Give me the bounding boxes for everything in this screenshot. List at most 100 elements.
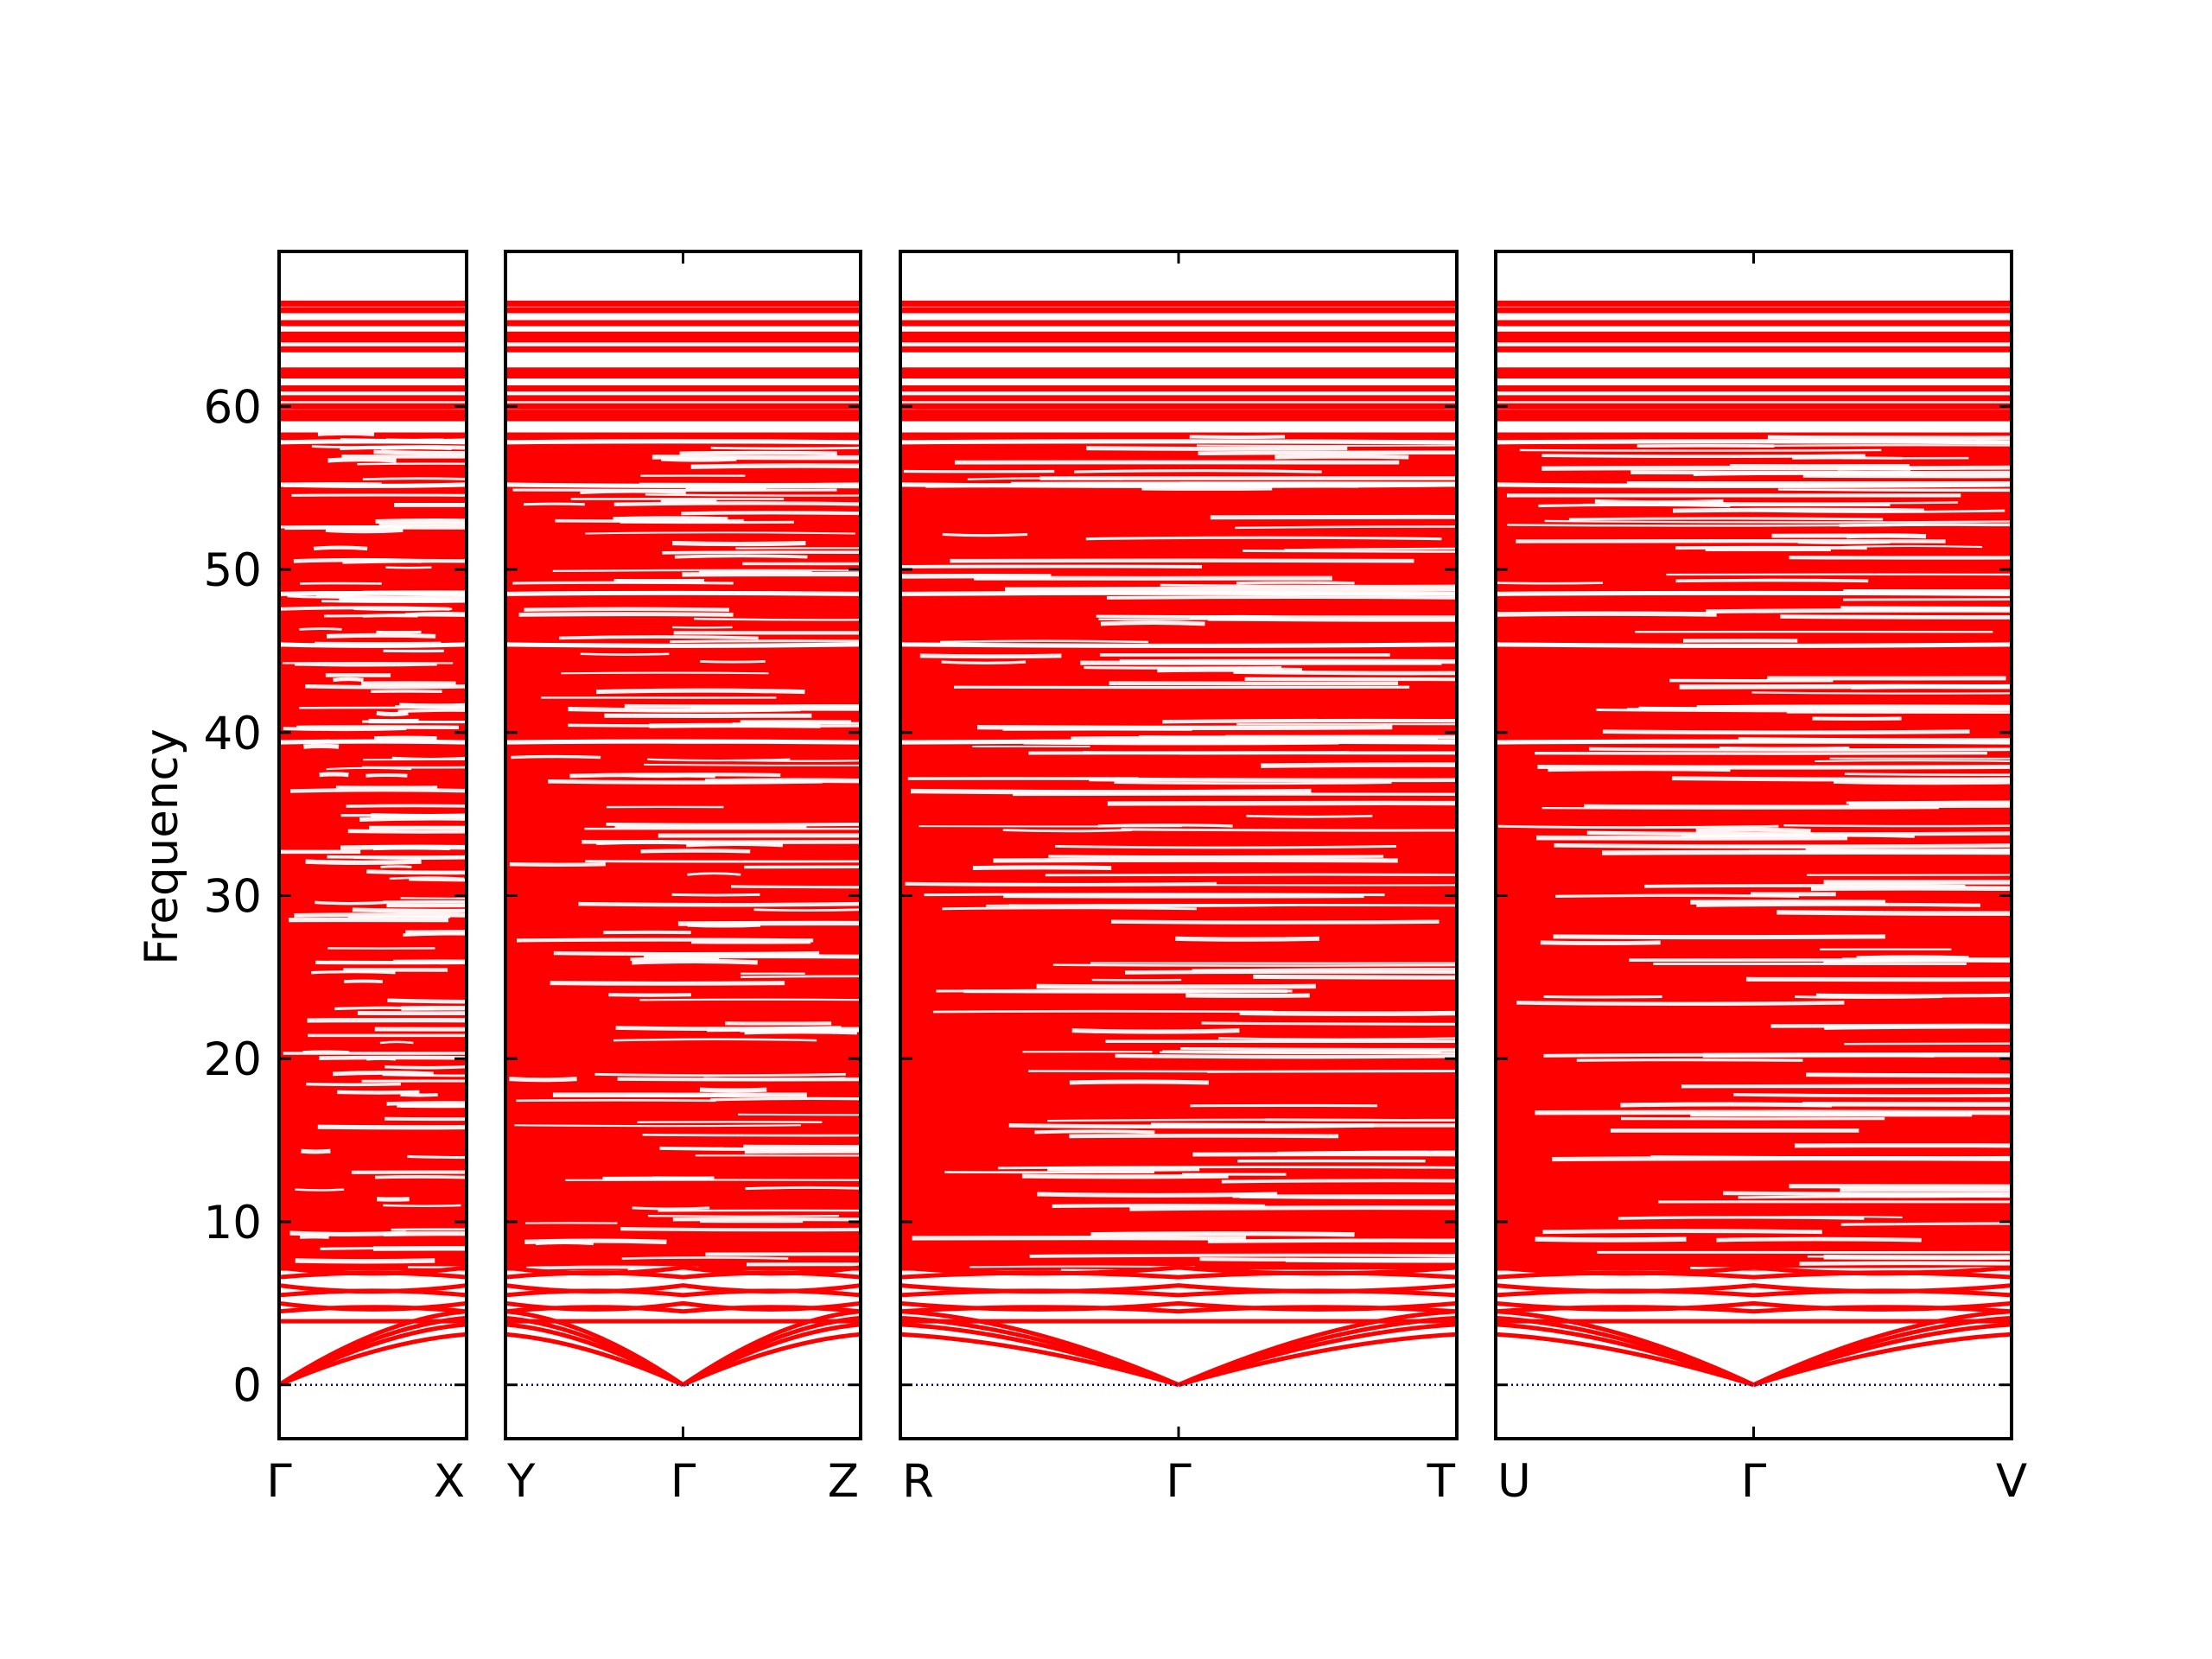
acoustic-branch bbox=[900, 1309, 1179, 1388]
band-gap-line bbox=[289, 1230, 406, 1236]
band-gap-line bbox=[375, 518, 467, 524]
band-gap-line bbox=[1221, 1179, 1457, 1184]
band-gap-line bbox=[346, 804, 467, 808]
bands-panel-3 bbox=[900, 300, 1457, 1388]
band-gap-line bbox=[317, 431, 375, 436]
band-gap-line bbox=[509, 1077, 577, 1083]
band-gap-line bbox=[941, 660, 1027, 664]
band-gap-line bbox=[327, 457, 397, 463]
band-gap-line bbox=[1519, 448, 1882, 452]
band-gap-line bbox=[279, 590, 467, 596]
band-gap-line bbox=[505, 590, 861, 596]
band-gap-line bbox=[1751, 691, 2012, 695]
panel-frame bbox=[277, 250, 468, 1440]
band-gap-line bbox=[1673, 507, 1924, 513]
band-gap-line bbox=[518, 612, 734, 617]
band-gap-line bbox=[1497, 824, 1779, 830]
band-gap-line bbox=[1047, 1166, 1200, 1172]
band-gap-line bbox=[932, 1009, 1274, 1014]
band-gap-line bbox=[561, 671, 769, 675]
band-gap-line bbox=[1807, 1255, 2012, 1259]
band-gap-line bbox=[1843, 598, 2012, 601]
band-gap-line bbox=[1055, 844, 1397, 849]
band-gap-line bbox=[1052, 963, 1457, 967]
band-gap-line bbox=[647, 1214, 839, 1217]
band-gap-line bbox=[1596, 709, 2012, 713]
band-gap-line bbox=[409, 877, 467, 882]
band-gap-line bbox=[326, 632, 436, 639]
band-gap-line bbox=[745, 1185, 861, 1191]
band-gap-line bbox=[1833, 779, 2012, 785]
band-gap-line bbox=[1696, 704, 2012, 710]
band-gap-line bbox=[679, 450, 837, 456]
band-gap-line bbox=[315, 900, 387, 906]
x-tick-label: Y bbox=[506, 1455, 536, 1508]
band-line bbox=[279, 410, 467, 422]
y-tick-label: 60 bbox=[204, 381, 262, 434]
band-line bbox=[279, 1265, 467, 1276]
band-gap-line bbox=[1175, 936, 1319, 942]
band-gap-line bbox=[1749, 849, 2012, 854]
acoustic-branch bbox=[1752, 1332, 2012, 1388]
band-gap-line bbox=[1696, 902, 1981, 907]
band-gap-line bbox=[514, 1124, 801, 1128]
band-gap-line bbox=[1086, 446, 1348, 451]
band-gap-line bbox=[645, 493, 861, 497]
band-gap-line bbox=[295, 1258, 435, 1264]
band-gap-line bbox=[553, 950, 820, 957]
band-gap-line bbox=[397, 1104, 467, 1109]
band-gap-line bbox=[1198, 450, 1457, 456]
band-gap-line bbox=[997, 1166, 1457, 1170]
band-gap-line bbox=[661, 456, 737, 462]
band-gap-line bbox=[550, 981, 785, 986]
band-gap-line bbox=[1106, 595, 1457, 600]
band-gap-line bbox=[737, 1113, 861, 1116]
y-tick-label: 50 bbox=[204, 544, 262, 597]
band-gap-line bbox=[1844, 772, 2012, 776]
dense-band-fill bbox=[900, 432, 1457, 1271]
band-gap-line bbox=[1005, 586, 1457, 593]
band-gap-line bbox=[382, 1073, 467, 1077]
band-gap-line bbox=[1277, 1150, 1457, 1154]
acoustic-branch bbox=[900, 1332, 1179, 1388]
acoustic-branch bbox=[682, 1309, 861, 1387]
band-gap-line bbox=[1847, 533, 1927, 539]
band-gap-line bbox=[670, 639, 861, 644]
band-gap-line bbox=[386, 1101, 467, 1106]
x-tick-label: Z bbox=[828, 1455, 859, 1508]
band-gap-line bbox=[353, 607, 453, 612]
band-gap-line bbox=[919, 653, 1062, 659]
band-gap-line bbox=[640, 849, 751, 854]
band-gap-line bbox=[710, 1096, 861, 1102]
band-gap-line bbox=[1284, 547, 1457, 551]
band-gap-line bbox=[383, 1204, 461, 1207]
band-gap-line bbox=[1160, 1051, 1441, 1054]
band-gap-line bbox=[1542, 1229, 1822, 1235]
band-gap-line bbox=[523, 502, 585, 506]
band-gap-line bbox=[1045, 873, 1457, 877]
band-gap-line bbox=[585, 531, 856, 535]
x-tick-label: T bbox=[1427, 1455, 1456, 1508]
band-gap-line bbox=[740, 975, 861, 979]
band-gap-line bbox=[1716, 1236, 1922, 1243]
band-gap-line bbox=[594, 1072, 846, 1077]
band-gap-line bbox=[1151, 1122, 1457, 1128]
band-gap-line bbox=[580, 652, 670, 656]
band-gap-line bbox=[1777, 910, 2012, 916]
band-gap-line bbox=[900, 482, 1457, 488]
band-gap-line bbox=[1114, 781, 1392, 785]
band-gap-line bbox=[1748, 444, 2012, 448]
band-gap-line bbox=[375, 1175, 466, 1179]
band-gap-line bbox=[294, 663, 437, 667]
band-gap-line bbox=[1783, 824, 2012, 828]
band-gap-line bbox=[1584, 804, 2012, 809]
band-gap-line bbox=[613, 1038, 817, 1042]
band-line bbox=[505, 410, 861, 422]
band-gap-line bbox=[295, 1188, 345, 1192]
band-gap-line bbox=[672, 540, 806, 547]
band-gap-line bbox=[1535, 1236, 1687, 1243]
band-gap-line bbox=[1679, 683, 2012, 690]
band-gap-line bbox=[615, 902, 721, 906]
band-gap-line bbox=[967, 477, 1123, 480]
